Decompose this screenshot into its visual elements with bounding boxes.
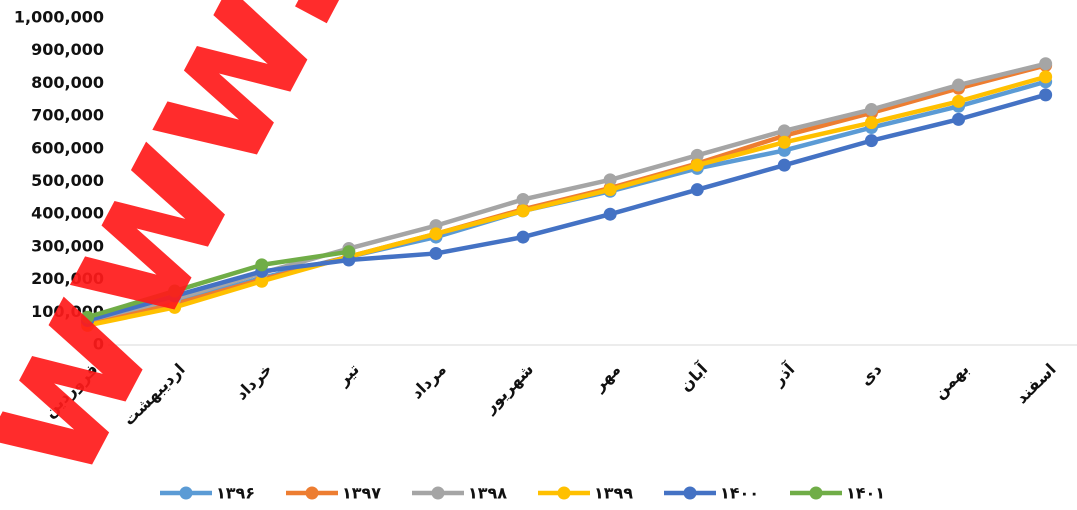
- point: [603, 207, 617, 221]
- point: [342, 245, 356, 259]
- point: [516, 204, 530, 218]
- legend-label: ۱۳۹۹: [594, 484, 633, 503]
- point: [1039, 70, 1053, 84]
- y-tick-label: 1,000,000: [14, 8, 104, 27]
- x-tick-label: شهریور: [479, 360, 537, 418]
- point: [516, 230, 530, 244]
- series-line: [86, 92, 1047, 323]
- point: [81, 310, 95, 324]
- point: [429, 227, 443, 241]
- point: [777, 124, 791, 138]
- x-tick-label: اسفند: [1012, 360, 1060, 408]
- point: [429, 246, 443, 260]
- y-tick-label: 800,000: [31, 73, 104, 92]
- series-line: [87, 74, 1047, 328]
- point: [168, 300, 182, 314]
- point: [952, 78, 966, 92]
- point: [864, 116, 878, 130]
- legend-label: ۱۳۹۷: [342, 484, 381, 503]
- legend-label: ۱۳۹۸: [468, 484, 507, 503]
- y-tick-label: 600,000: [31, 138, 104, 157]
- point: [255, 258, 269, 272]
- point: [255, 274, 269, 288]
- y-tick-label: 400,000: [31, 204, 104, 223]
- y-tick-label: 0: [93, 335, 104, 354]
- y-tick-label: 700,000: [31, 106, 104, 125]
- point: [603, 173, 617, 187]
- y-tick-label: 200,000: [31, 269, 104, 288]
- legend-marker: [557, 486, 571, 500]
- y-tick-label: 300,000: [31, 236, 104, 255]
- point: [952, 94, 966, 108]
- legend-marker: [431, 486, 445, 500]
- legend-label: ۱۳۹۶: [216, 484, 255, 503]
- point: [516, 192, 530, 206]
- point: [952, 112, 966, 126]
- point: [864, 103, 878, 117]
- x-tick-label: خرداد: [232, 360, 276, 404]
- point: [777, 158, 791, 172]
- legend-marker: [305, 486, 319, 500]
- point: [603, 183, 617, 197]
- point: [690, 158, 704, 172]
- x-tick-label: مرداد: [407, 360, 450, 403]
- point: [864, 134, 878, 148]
- series-line: [86, 249, 350, 320]
- x-tick-label: آذر: [767, 359, 798, 390]
- legend-label: ۱۴۰۰: [720, 484, 759, 503]
- point: [690, 148, 704, 162]
- point: [1039, 57, 1053, 71]
- x-tick-label: مهر: [589, 360, 625, 396]
- point: [690, 183, 704, 197]
- point: [1039, 88, 1053, 102]
- x-tick-label: بهمن: [930, 360, 973, 403]
- point: [168, 284, 182, 298]
- x-tick-label: دی: [856, 360, 886, 390]
- x-tick-label: آبان: [675, 359, 712, 396]
- x-tick-label: تیر: [333, 360, 363, 390]
- legend-marker: [809, 486, 823, 500]
- legend-label: ۱۴۰۱: [846, 484, 885, 503]
- y-tick-label: 500,000: [31, 171, 104, 190]
- legend-marker: [683, 486, 697, 500]
- legend-marker: [179, 486, 193, 500]
- point: [777, 135, 791, 149]
- y-tick-label: 900,000: [31, 40, 104, 59]
